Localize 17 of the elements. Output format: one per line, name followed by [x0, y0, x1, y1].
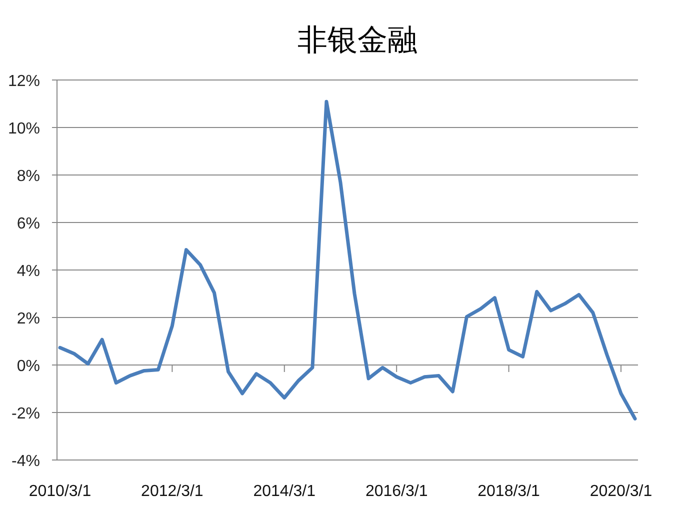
- y-tick-label: 4%: [16, 263, 40, 280]
- x-tick-label: 2012/3/1: [141, 483, 204, 500]
- x-tick-label: 2016/3/1: [365, 483, 428, 500]
- chart-title: 非银金融: [298, 24, 418, 57]
- y-tick-label: 2%: [16, 310, 40, 328]
- x-tick-label: 2018/3/1: [478, 483, 540, 500]
- y-tick-label: 12%: [8, 73, 40, 90]
- y-tick-label: 10%: [8, 120, 40, 138]
- y-tick-label: -2%: [12, 406, 40, 422]
- line-series: [58, 100, 637, 420]
- y-tick-label: -4%: [12, 453, 40, 470]
- x-tick-label: 2010/3/1: [28, 483, 92, 500]
- x-tick-label: 2014/3/1: [253, 483, 316, 500]
- x-tick-label: 2020/3/1: [590, 483, 652, 500]
- y-tick-label: 8%: [16, 168, 40, 185]
- y-tick-label: 6%: [16, 216, 40, 232]
- y-tick-label: 0%: [16, 358, 40, 375]
